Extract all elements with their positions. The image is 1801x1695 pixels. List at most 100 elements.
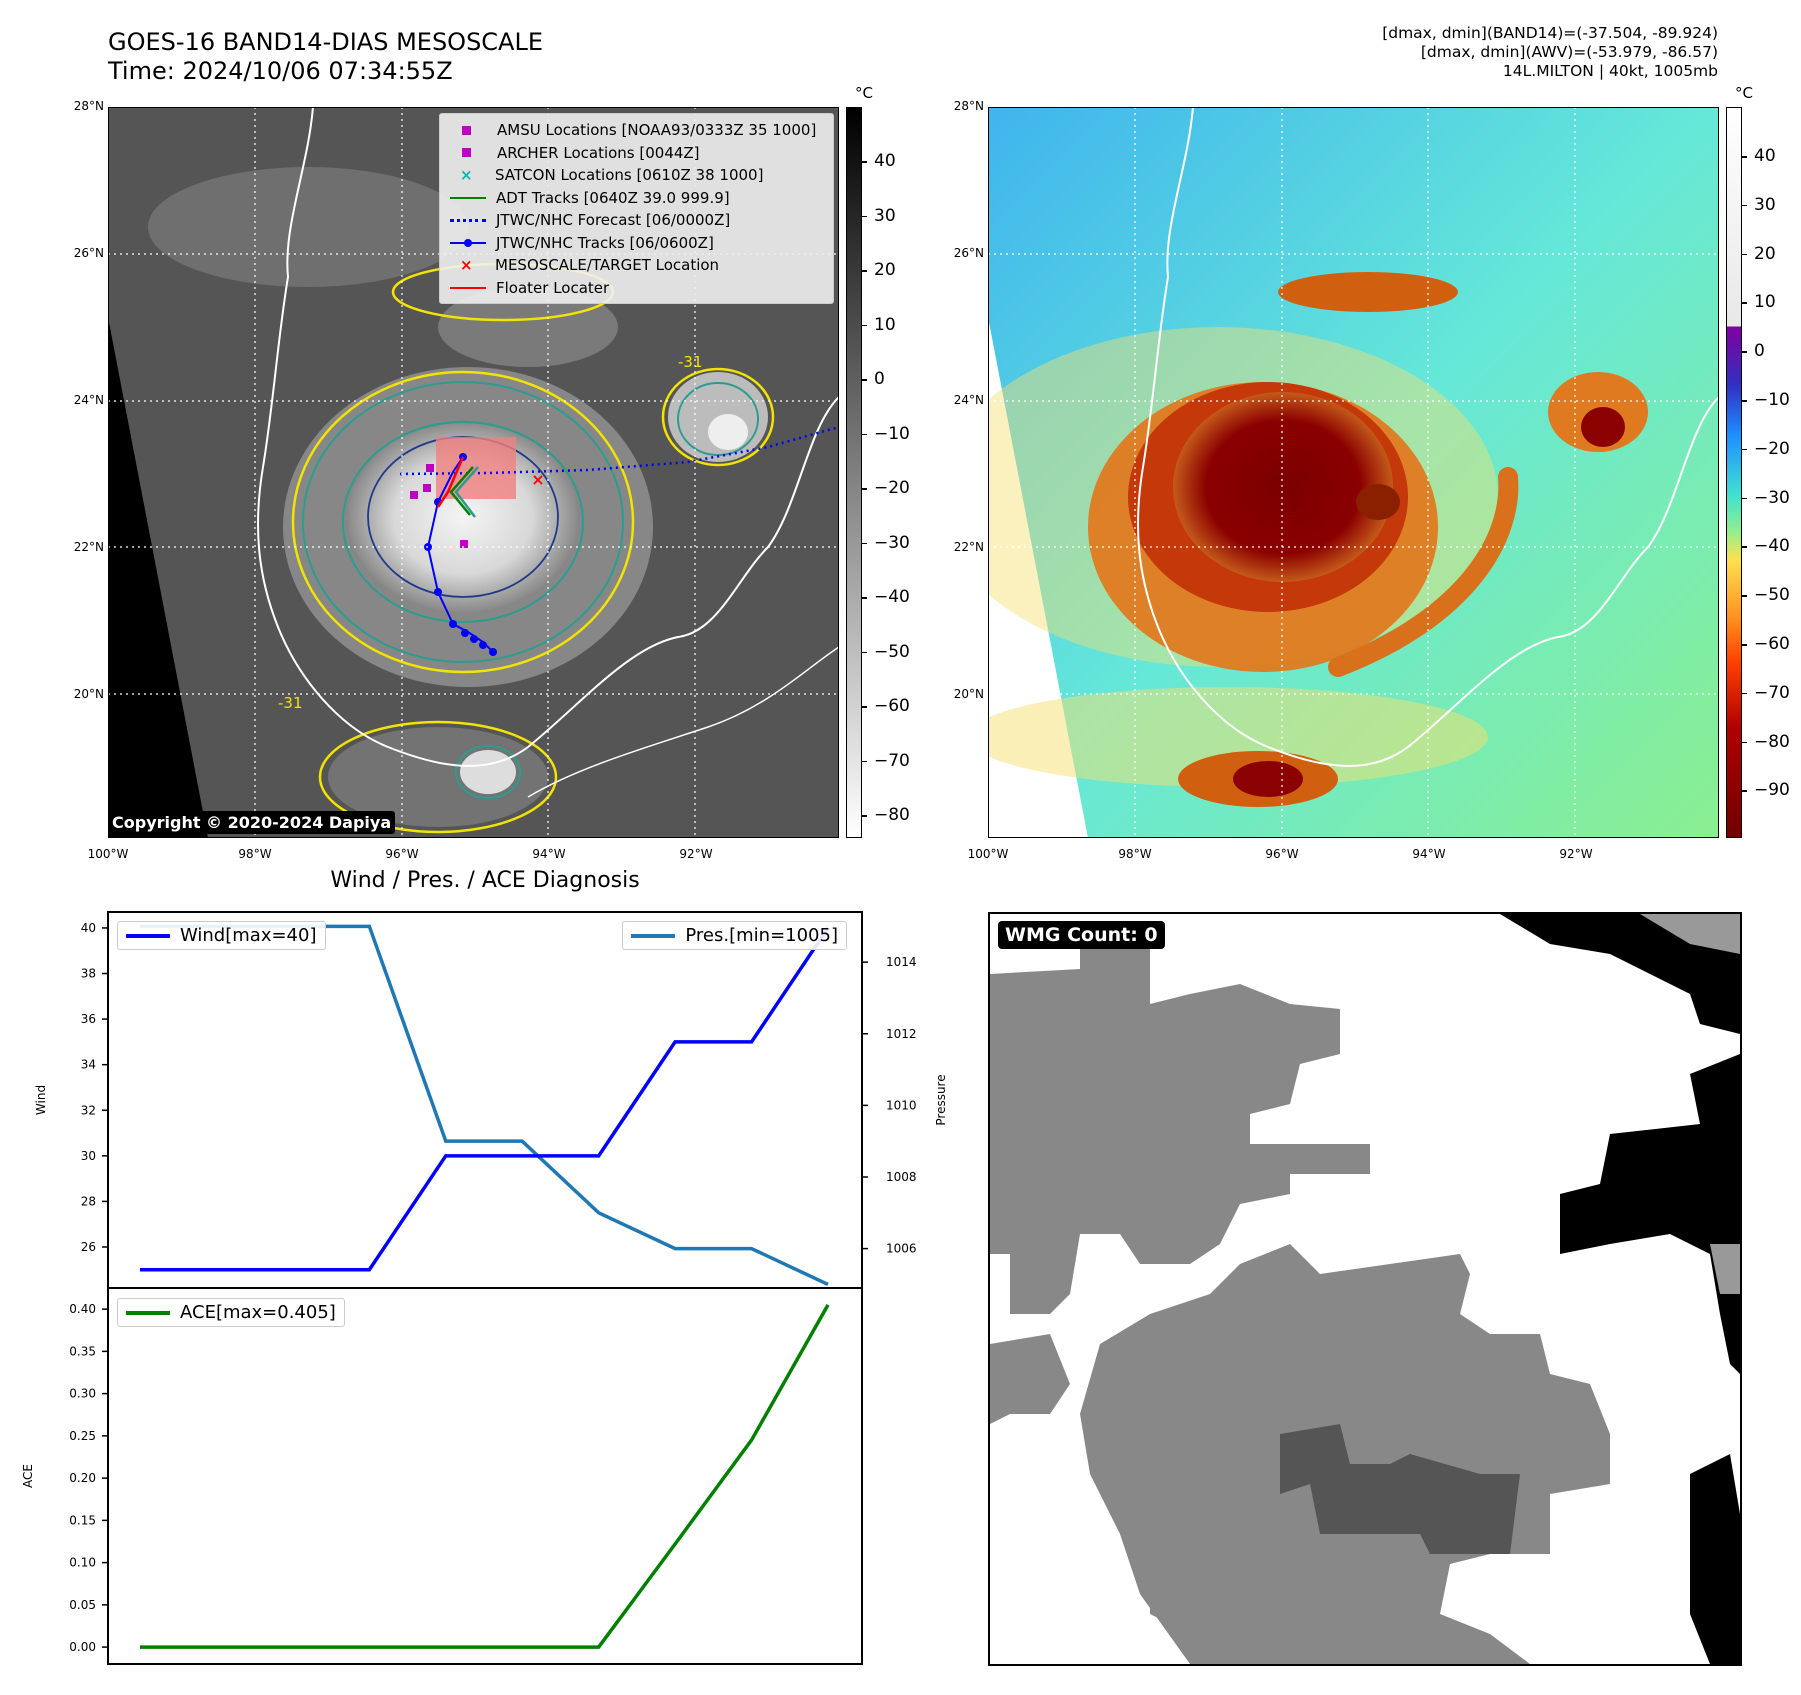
wind-series: [140, 926, 830, 1272]
wind-legend-label: Wind[max=40]: [180, 925, 317, 946]
legend-marker-square: [462, 125, 471, 135]
colorbar-tick-label: 30: [874, 205, 896, 226]
colorbar-tick-mark: [1742, 351, 1747, 353]
legend-item: JTWC/NHC Forecast [06/0000Z]: [440, 210, 730, 230]
pressure-legend-label: Pres.[min=1005]: [685, 925, 838, 946]
wind-tick-label: 30: [81, 1149, 96, 1163]
colorbar-tick-mark: [862, 597, 867, 599]
colorbar-tick-label: −60: [874, 696, 910, 716]
ace-axis-label: ACE: [21, 1464, 35, 1488]
legend-marker-dotted: [450, 218, 486, 222]
colorbar-tick-label: 0: [1754, 341, 1765, 362]
legend-marker-dot: [464, 238, 472, 247]
lat-label: 28°N: [73, 99, 104, 113]
legend-marker-x: ×: [460, 256, 473, 274]
colorbar-tick-label: −70: [1754, 682, 1790, 703]
legend-item-label: AMSU Locations [NOAA93/0333Z 35 1000]: [497, 121, 817, 139]
lon-label: 92°W: [1559, 847, 1593, 861]
legend-item-label: ARCHER Locations [0044Z]: [497, 143, 700, 162]
colorbar-tick-mark: [862, 706, 867, 708]
colorbar-tick-label: −80: [874, 805, 910, 825]
ace-tick-label: 0.25: [69, 1429, 96, 1443]
map-legend: AMSU Locations [NOAA93/0333Z 35 1000] ARC…: [439, 113, 834, 304]
lat-label: 24°N: [73, 393, 104, 407]
lat-label: 20°N: [73, 687, 104, 701]
ace-tick-label: 0.10: [69, 1556, 96, 1570]
lat-label: 22°N: [953, 540, 984, 554]
colorbar-tick-label: −60: [1754, 634, 1790, 654]
ace-series: [140, 1304, 830, 1649]
legend-item: ADT Tracks [0640Z 39.0 999.9]: [440, 188, 730, 208]
coastline: [257, 106, 840, 767]
wmg-count-text: WMG Count: 0: [998, 921, 1165, 949]
wmg-image: [990, 914, 1740, 1664]
colorbar-tick-mark: [1742, 497, 1747, 500]
copyright: Copyright © 2020-2024 Dapiya: [108, 811, 396, 834]
awv-colorbar: [1726, 107, 1742, 838]
colorbar-tick-label: 0: [874, 369, 885, 389]
ace-tick-label: 0.30: [69, 1387, 96, 1401]
figure-time: Time: 2024/10/06 07:34:55Z: [108, 57, 453, 85]
colorbar-tick-mark: [1742, 790, 1747, 792]
colorbar-tick-mark: [862, 488, 867, 490]
colorbar-tick-mark: [1742, 400, 1747, 402]
ace-tick-label: 0.40: [69, 1302, 96, 1316]
wind-legend-swatch: [126, 933, 170, 938]
ace-tick-label: 0.35: [69, 1344, 96, 1358]
storm-info: 14L.MILTON | 40kt, 1005mb: [1502, 62, 1718, 80]
colorbar-tick-label: 30: [1754, 194, 1776, 215]
colorbar-tick-label: −50: [1754, 585, 1790, 606]
colorbar-tick-label: 40: [874, 151, 896, 171]
wind-tick-label: 28: [81, 1194, 96, 1208]
legend-item-label: Floater Locater: [496, 278, 610, 297]
colorbar-tick-mark: [1742, 156, 1747, 158]
lat-label: 26°N: [953, 246, 984, 260]
awv-minmax: [dmax, dmin](AWV)=(-53.979, -86.57): [1420, 43, 1718, 61]
no-data-region: [108, 317, 208, 838]
ace-tick-label: 0.20: [69, 1471, 96, 1485]
ace-legend: ACE[max=0.405]: [117, 1298, 345, 1327]
ace-legend-swatch: [126, 1310, 170, 1315]
lat-label: 28°N: [953, 99, 984, 113]
colorbar-tick-label: −10: [874, 423, 910, 444]
colorbar-tick-label: −40: [1754, 536, 1790, 557]
ir-colorbar-unit: °C: [855, 84, 873, 102]
legend-marker-x: ×: [460, 166, 473, 184]
colorbar-tick-label: −30: [1754, 487, 1790, 508]
wind-tick-label: 36: [81, 1012, 96, 1026]
lon-label: 96°W: [1265, 847, 1299, 861]
contour-label: -31: [678, 353, 703, 371]
colorbar-tick-mark: [1742, 692, 1747, 695]
ace-tick-label: 0.00: [69, 1640, 96, 1654]
legend-item-label: JTWC/NHC Tracks [06/0600Z]: [496, 233, 714, 252]
lon-label: 96°W: [385, 847, 419, 861]
colorbar-tick-mark: [1742, 448, 1747, 451]
wind-tick-label: 34: [81, 1058, 96, 1072]
colorbar-tick-mark: [1742, 595, 1747, 597]
pressure-axis-label: Pressure: [934, 1074, 948, 1125]
ir-colorbar: [846, 107, 862, 838]
diagnosis-chart: 26 28 30 32 34 36 38 40 1006 1008 1010 1012 1014 0.…: [21, 911, 948, 1665]
colorbar-tick-label: −10: [1754, 390, 1790, 410]
colorbar-tick-label: 40: [1754, 146, 1776, 166]
colorbar-tick-label: 20: [874, 260, 896, 280]
awv-map-panel: [938, 106, 1720, 839]
wmg-count-badge: WMG Count: 0: [998, 921, 1165, 949]
colorbar-tick-mark: [1742, 204, 1747, 207]
legend-item-label: SATCON Locations [0610Z 38 1000]: [495, 166, 764, 184]
wind-tick-label: 32: [81, 1103, 96, 1117]
colorbar-tick-mark: [862, 270, 867, 272]
colorbar-tick-label: −90: [1754, 780, 1790, 801]
legend-item-label: ADT Tracks [0640Z 39.0 999.9]: [496, 188, 730, 207]
wmg-panel: [988, 912, 1742, 1666]
legend-item-label: JTWC/NHC Forecast [06/0000Z]: [496, 211, 731, 229]
awv-map: [938, 106, 1720, 839]
legend-marker-square: [462, 148, 471, 157]
lon-label: 94°W: [532, 847, 566, 861]
pressure-tick-label: 1010: [886, 1098, 917, 1112]
pressure-legend: Pres.[min=1005]: [622, 921, 847, 950]
header-right: [dmax, dmin](BAND14)=(-37.504, -89.924) …: [1382, 24, 1718, 81]
diagnosis-title: Wind / Pres. / ACE Diagnosis: [330, 868, 640, 893]
legend-item: JTWC/NHC Tracks [06/0600Z]: [440, 233, 714, 253]
awv-colorbar-unit: °C: [1735, 84, 1753, 102]
